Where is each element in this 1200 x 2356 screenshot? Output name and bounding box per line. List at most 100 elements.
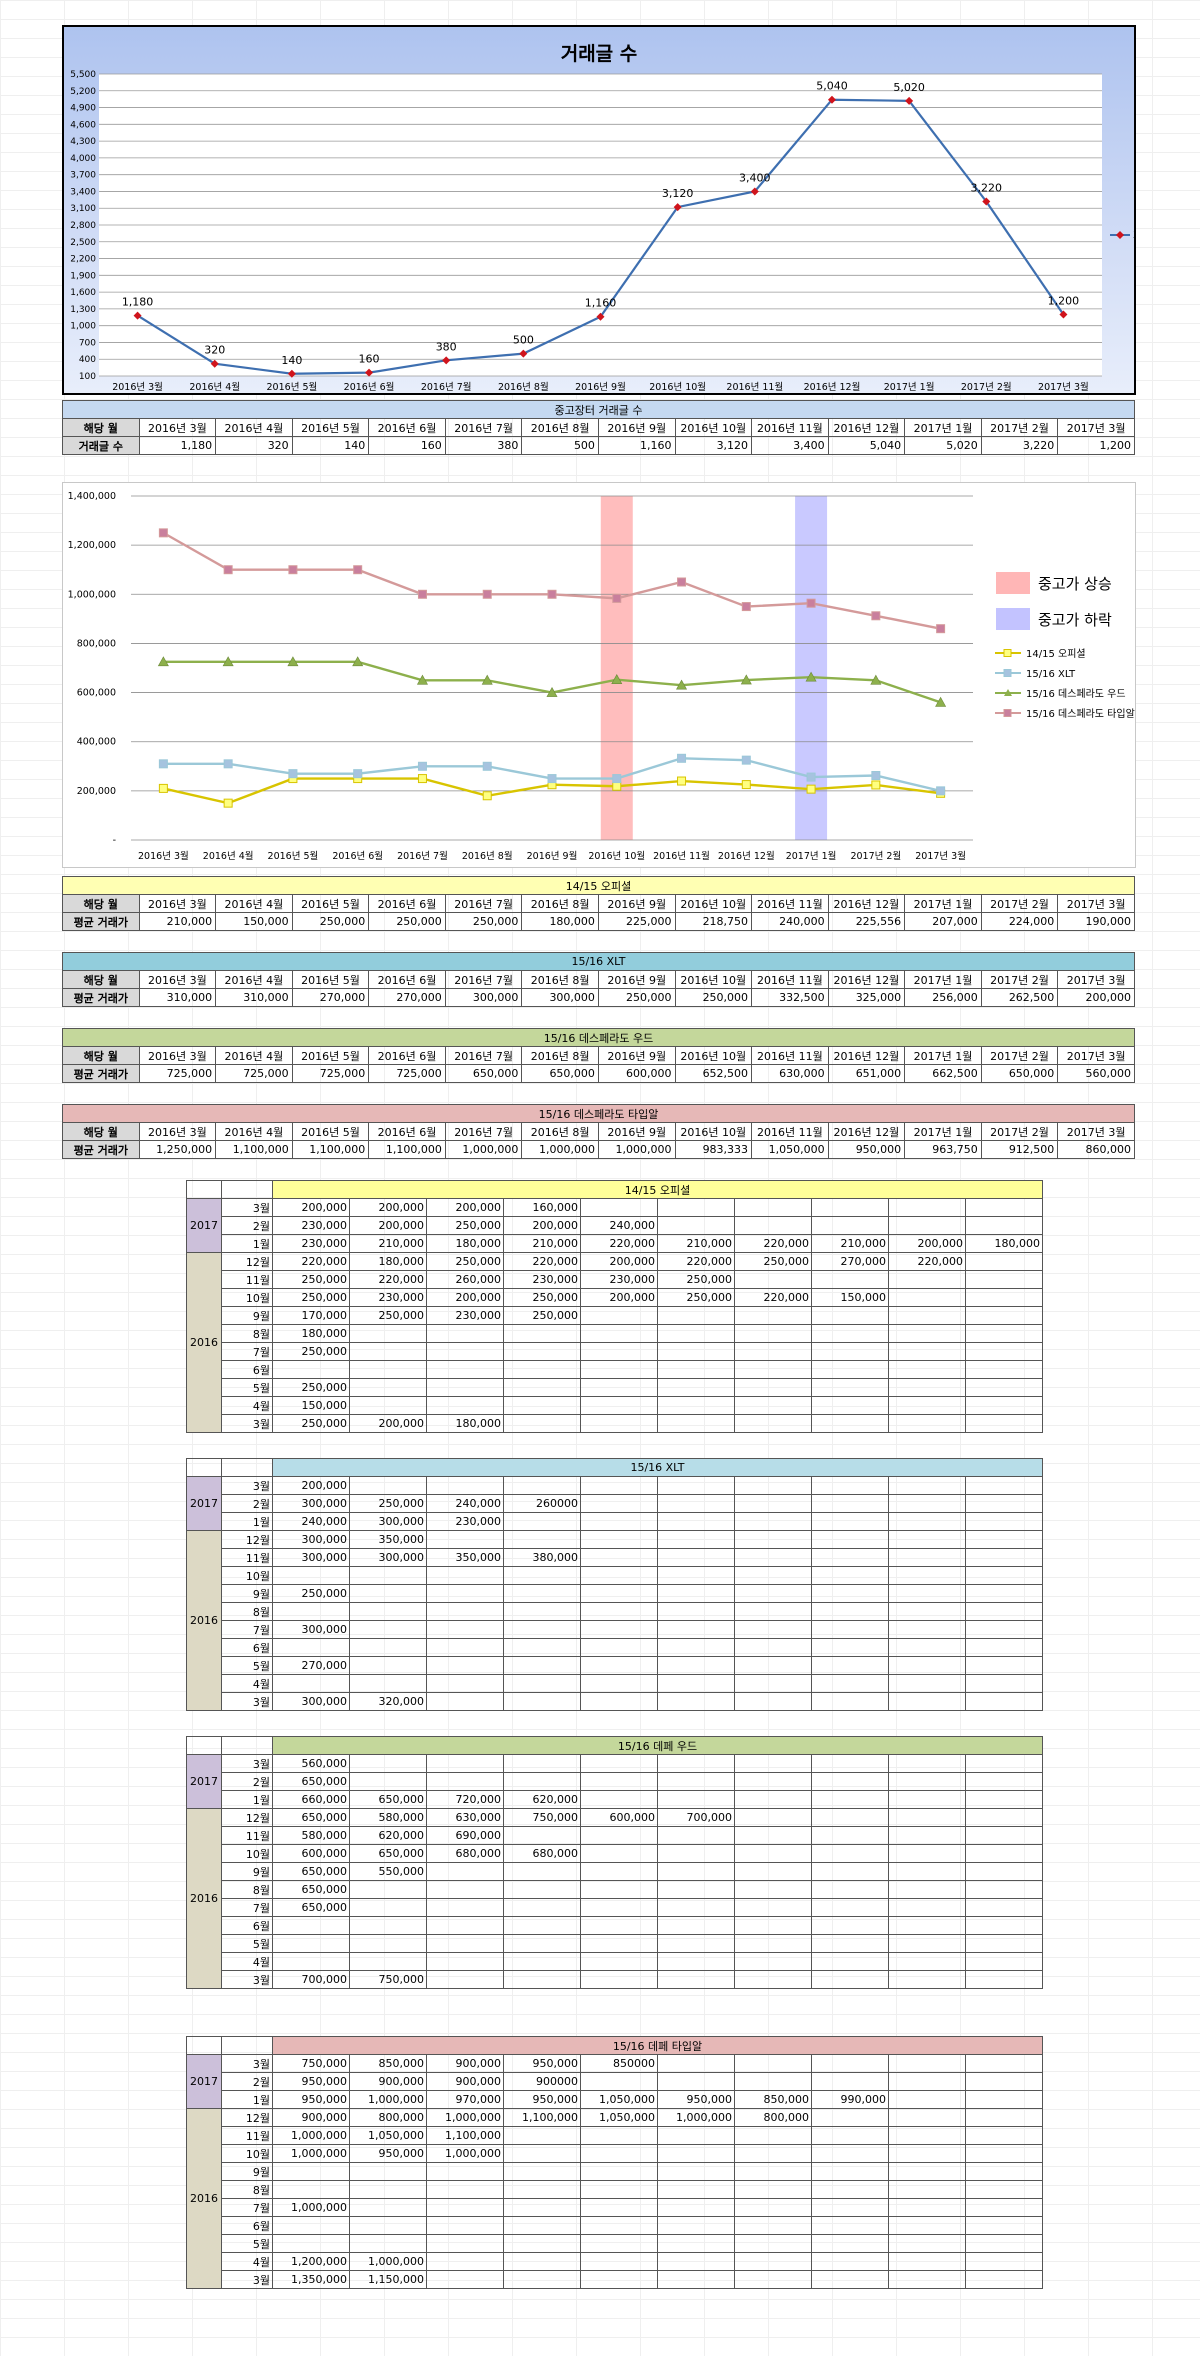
data-point-xlt <box>482 761 492 771</box>
posts-line-chart[interactable]: 거래글 수 100 400 700 1,000 1,300 1,600 1,900 2,200… <box>62 25 1173 395</box>
value-cell <box>272 2216 350 2235</box>
value-cell <box>734 1270 812 1289</box>
value-cell <box>349 1934 427 1953</box>
month-header: 2016년 10월 <box>674 1046 753 1065</box>
value-cell <box>965 1494 1043 1513</box>
blank-cell <box>221 2036 273 2055</box>
data-point-xlt <box>353 769 363 779</box>
value-cell <box>580 2252 658 2271</box>
value-cell: 700,000 <box>272 1970 350 1989</box>
data-point-wood <box>222 656 234 667</box>
header-label: 해당 월 <box>62 1122 140 1141</box>
data-point-official <box>417 774 427 784</box>
value-cell <box>657 1790 735 1809</box>
value-cell <box>503 1656 581 1675</box>
month-label: 1월 <box>221 1234 273 1253</box>
value-cell: 250,000 <box>444 912 523 931</box>
legend-marker-official <box>1003 649 1012 657</box>
year-label-2017: 2017 <box>186 1198 222 1253</box>
month-header: 2016년 10월 <box>674 1122 753 1141</box>
x-tick-label: 2016년 8월 <box>498 381 549 393</box>
value-cell <box>965 1898 1043 1917</box>
value-cell: 300,000 <box>349 1512 427 1531</box>
price-line-chart[interactable]: - 200,000 400,000 600,000 800,000 1,000,000 1,… <box>62 482 1136 868</box>
month-label: 6월 <box>221 1638 273 1657</box>
typer-matrix-table: 15/16 데페 타입알 2017 3월 750,000 850,000 900,000 9… <box>186 2036 1043 2289</box>
value-cell <box>580 1862 658 1881</box>
value-cell <box>888 1584 966 1603</box>
value-cell <box>965 2234 1043 2253</box>
value-cell <box>734 2126 812 2145</box>
y-tick-label: 1,000,000 <box>68 589 116 600</box>
table-row: 6월 <box>187 2216 1043 2235</box>
value-cell: 225,000 <box>597 912 676 931</box>
value-cell: 250,000 <box>349 1494 427 1513</box>
value-cell <box>965 1566 1043 1585</box>
value-cell: 150,000 <box>215 912 293 931</box>
header-label: 해당 월 <box>62 894 140 913</box>
value-cell <box>657 1754 735 1773</box>
value-cell: 200,000 <box>426 1288 504 1307</box>
x-tick-label: 2016년 9월 <box>527 850 578 862</box>
value-cell <box>503 1772 581 1791</box>
value-cell: 850,000 <box>734 2090 812 2109</box>
value-cell: 963,750 <box>904 1140 982 1159</box>
value-cell <box>580 1880 658 1899</box>
table-row: 2월 300,000 250,000 240,000 260000 <box>187 1494 1043 1513</box>
value-cell <box>657 2072 735 2091</box>
month-header: 2016년 5월 <box>291 970 370 989</box>
value-cell <box>965 2162 1043 2181</box>
value-cell <box>965 1620 1043 1639</box>
month-header: 2017년 2월 <box>980 970 1059 989</box>
value-cell: 850,000 <box>349 2054 427 2073</box>
value-cell <box>503 1898 581 1917</box>
value-cell: 1,150,000 <box>349 2270 427 2289</box>
data-point-xlt <box>677 753 687 763</box>
value-cell <box>426 2270 504 2289</box>
value-cell <box>965 1548 1043 1567</box>
value-cell <box>965 1342 1043 1361</box>
month-header: 2016년 12월 <box>827 1046 906 1065</box>
value-cell <box>734 1844 812 1863</box>
value-cell <box>426 1862 504 1881</box>
value-cell: 725,000 <box>291 1064 370 1083</box>
value-cell: 580,000 <box>349 1808 427 1827</box>
value-cell <box>888 2270 966 2289</box>
value-cell <box>657 2234 735 2253</box>
month-header: 2016년 8월 <box>521 894 599 913</box>
value-cell: 1,050,000 <box>349 2126 427 2145</box>
value-cell: 250,000 <box>272 1378 350 1397</box>
value-cell: 180,000 <box>426 1234 504 1253</box>
value-cell <box>272 2162 350 2181</box>
value-cell <box>657 1844 735 1863</box>
value-cell <box>965 1216 1043 1235</box>
value-cell <box>503 1360 581 1379</box>
value-cell <box>503 1916 581 1935</box>
value-cell <box>580 1414 658 1433</box>
value-cell: 250,000 <box>657 1270 735 1289</box>
value-cell <box>734 1306 812 1325</box>
table-row: 4월 <box>187 1952 1043 1971</box>
value-cell <box>580 2198 658 2217</box>
month-label: 12월 <box>221 1252 273 1271</box>
value-cell <box>811 1602 889 1621</box>
value-cell <box>811 1198 889 1217</box>
table-row: 1월 660,000 650,000 720,000 620,000 <box>187 1790 1043 1809</box>
value-cell <box>272 1638 350 1657</box>
value-cell <box>580 1198 658 1217</box>
value-cell <box>811 1270 889 1289</box>
value-cell: 260000 <box>503 1494 581 1513</box>
x-tick-label: 2017년 2월 <box>850 850 901 862</box>
posts-chart-svg: 거래글 수 100 400 700 1,000 1,300 1,600 1,900 2,200… <box>70 43 1173 393</box>
table-row: 4월 1,200,000 1,000,000 <box>187 2252 1043 2271</box>
value-cell <box>426 1530 504 1549</box>
value-cell <box>734 1566 812 1585</box>
value-cell <box>888 2072 966 2091</box>
month-header: 2016년 4월 <box>215 1122 293 1141</box>
value-cell <box>580 1530 658 1549</box>
value-cell <box>272 1952 350 1971</box>
month-label: 12월 <box>221 1808 273 1827</box>
value-cell <box>734 1692 812 1711</box>
value-cell <box>888 1862 966 1881</box>
value-cell: 750,000 <box>503 1808 581 1827</box>
